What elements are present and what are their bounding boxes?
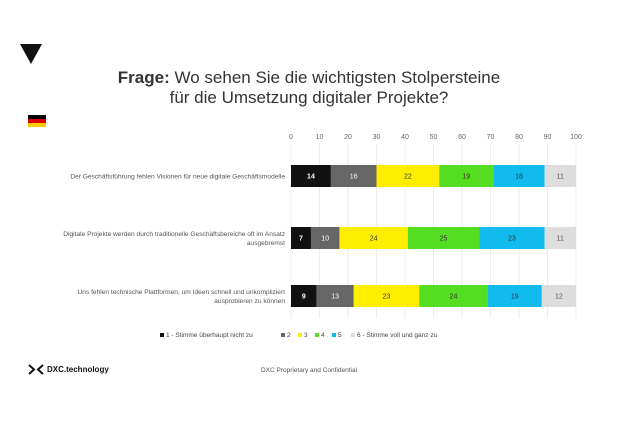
data-label: 19 (462, 174, 470, 181)
x-tick-label: 0 (289, 134, 293, 141)
data-label: 14 (307, 174, 315, 181)
legend-label: 5 (338, 332, 342, 339)
confidential-notice: DXC Proprietary and Confidential (260, 367, 358, 374)
x-tick-label: 50 (430, 134, 438, 141)
data-label: 13 (331, 294, 339, 301)
data-label: 23 (508, 236, 516, 243)
x-tick-label: 60 (458, 134, 466, 141)
legend-label: 4 (321, 332, 325, 339)
bar-segment (541, 285, 576, 307)
title-line-1: Wo sehen Sie die wichtigsten Stolperstei… (169, 68, 501, 87)
legend-swatch (298, 333, 302, 337)
flag-stripe-red (28, 119, 46, 123)
bar-segment (353, 285, 420, 307)
data-label: 9 (302, 294, 306, 301)
legend-swatch (332, 333, 336, 337)
logo-text: DXC.technology (47, 365, 109, 374)
data-label: 18 (515, 174, 523, 181)
bar-segment (487, 285, 542, 307)
flag-stripe-gold (28, 123, 46, 127)
x-tick-label: 40 (401, 134, 409, 141)
category-label: ausgebremst (247, 240, 285, 247)
bar-segment (376, 165, 440, 187)
data-label: 22 (404, 174, 412, 181)
bar-segment (439, 165, 494, 187)
data-label: 11 (557, 236, 564, 243)
bar-segment (544, 165, 576, 187)
data-label: 11 (557, 174, 564, 181)
company-logo: DXC.technology (28, 364, 109, 375)
bar-segment (544, 227, 576, 249)
page-title: Frage: Wo sehen Sie die wichtigsten Stol… (0, 68, 618, 108)
bar-segment (310, 227, 340, 249)
triangle-marker-icon (20, 44, 42, 64)
flag-stripe-black (28, 115, 46, 119)
bar-segment (316, 285, 354, 307)
bar-segment (479, 227, 545, 249)
x-tick-label: 80 (515, 134, 523, 141)
bar-segment (330, 165, 377, 187)
category-label: Digitale Projekte werden durch tradition… (63, 231, 285, 238)
data-label: 16 (350, 174, 358, 181)
legend-label: 1 - Stimme überhaupt nicht zu (166, 332, 253, 339)
x-tick-label: 20 (344, 134, 352, 141)
category-label: Uns fehlen technische Plattformen, um Id… (78, 289, 286, 296)
bar-segment (291, 227, 311, 249)
data-label: 25 (440, 236, 448, 243)
data-label: 23 (383, 294, 391, 301)
x-tick-label: 90 (544, 134, 552, 141)
legend-label: 6 - Stimme voll und ganz zu (357, 332, 438, 339)
category-label: ausprobieren zu können (214, 298, 285, 305)
x-tick-label: 10 (316, 134, 324, 141)
bar-segment (493, 165, 545, 187)
title-line-2: für die Umsetzung digitaler Projekte? (169, 88, 449, 107)
title-question-label: Frage: (117, 68, 170, 87)
legend-swatch (351, 333, 355, 337)
x-tick-label: 100 (570, 134, 582, 141)
dxc-logo-icon (28, 364, 44, 375)
bar-segment (291, 285, 317, 307)
data-label: 24 (450, 294, 458, 301)
category-label: Der Geschäftsführung fehlen Visionen für… (70, 174, 285, 181)
data-label: 24 (370, 236, 378, 243)
data-label: 7 (299, 236, 303, 243)
legend-swatch (281, 333, 285, 337)
bar-segment (407, 227, 480, 249)
bar-segment (291, 165, 331, 187)
data-label: 10 (321, 236, 329, 243)
bar-segment (339, 227, 408, 249)
legend-label: 3 (304, 332, 308, 339)
legend-swatch (315, 333, 319, 337)
data-label: 19 (511, 294, 519, 301)
bar-segment (419, 285, 488, 307)
x-tick-label: 30 (373, 134, 381, 141)
legend-swatch (160, 333, 164, 337)
x-tick-label: 70 (487, 134, 495, 141)
data-label: 12 (555, 294, 563, 301)
legend-label: 2 (287, 332, 291, 339)
germany-flag-icon (28, 115, 46, 127)
